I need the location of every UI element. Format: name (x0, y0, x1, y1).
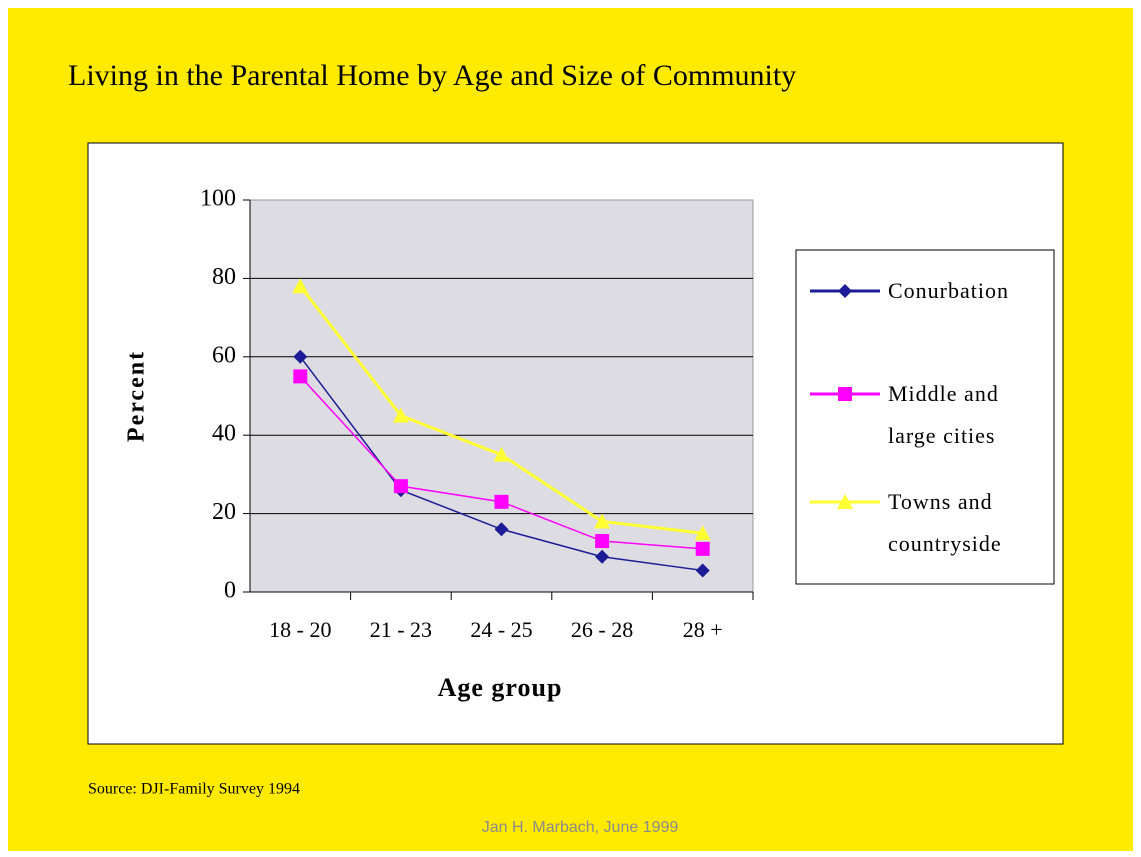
data-point (293, 369, 308, 384)
chart-title: Living in the Parental Home by Age and S… (68, 59, 796, 92)
x-tick-label: 28 + (683, 617, 723, 642)
legend-label: Conurbation (888, 278, 1009, 303)
legend-label: Towns and countryside (888, 489, 1002, 556)
y-tick-label: 60 (212, 342, 236, 368)
data-point (694, 525, 711, 541)
data-point (392, 407, 409, 423)
x-axis-label: Age group (438, 673, 563, 702)
data-point (595, 534, 610, 549)
data-point (393, 479, 408, 494)
x-tick-label: 18 - 20 (269, 617, 331, 642)
x-tick-label: 24 - 25 (470, 617, 532, 642)
x-tick-label: 21 - 23 (370, 617, 432, 642)
data-point (594, 513, 611, 529)
data-point (493, 446, 510, 462)
y-axis-label: Percent (124, 350, 150, 442)
x-tick-label: 26 - 28 (571, 617, 633, 642)
legend-marker (838, 387, 852, 401)
legend-box (795, 249, 1055, 585)
legend-marker (837, 494, 853, 509)
y-tick-label: 20 (212, 499, 236, 525)
data-point (293, 349, 308, 364)
data-point (695, 563, 710, 578)
y-tick-label: 80 (212, 264, 236, 290)
data-point (595, 549, 610, 564)
source-note: Source: DJI-Family Survey 1994 (88, 781, 300, 798)
data-point (695, 541, 710, 556)
data-point (292, 278, 309, 294)
data-point (494, 522, 509, 537)
y-tick-label: 40 (212, 421, 236, 447)
legend-marker (838, 284, 852, 298)
author-note: Jan H. Marbach, June 1999 (482, 819, 679, 836)
data-point (494, 494, 509, 509)
legend-label: Middle and large cities (888, 381, 999, 448)
y-tick-label: 0 (224, 578, 236, 604)
y-tick-label: 100 (200, 186, 236, 212)
